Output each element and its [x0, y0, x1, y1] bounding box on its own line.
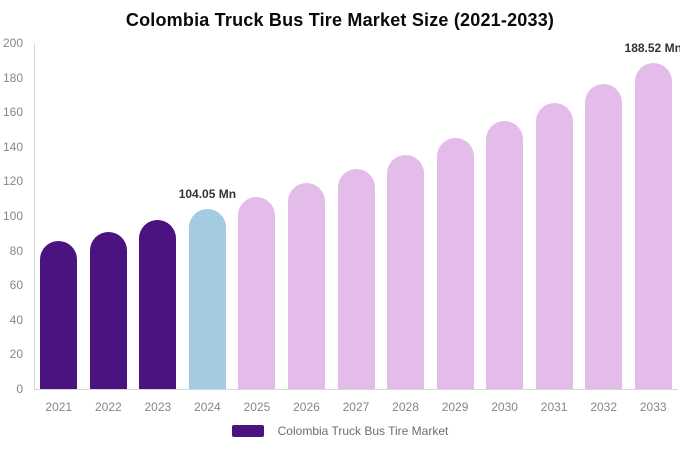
x-tick-label-2028: 2028 [392, 400, 419, 414]
y-tick-label-140: 140 [2, 139, 23, 154]
x-tick-label-2023: 2023 [144, 400, 172, 414]
y-tick-label-20: 20 [9, 347, 23, 362]
bar-2027[interactable] [337, 169, 375, 389]
chart-title: Colombia Truck Bus Tire Market Size (202… [125, 10, 555, 30]
bar-2033[interactable] [634, 62, 672, 389]
data-label-2033: 188.52 Mn [624, 40, 680, 55]
y-tick-label-80: 80 [9, 243, 23, 258]
x-tick-label-2029: 2029 [441, 400, 469, 414]
data-label-2024: 104.05 Mn [178, 186, 237, 201]
x-axis-line [34, 389, 678, 390]
x-tick-label-2032: 2032 [590, 400, 618, 414]
y-tick-label-180: 180 [2, 70, 23, 85]
x-tick-label-2031: 2031 [540, 400, 568, 414]
bar-2032[interactable] [585, 83, 623, 389]
bar-2028[interactable] [387, 154, 425, 389]
bar-2031[interactable] [535, 103, 573, 389]
y-tick-label-100: 100 [2, 209, 23, 223]
x-tick-label-2024: 2024 [194, 400, 221, 414]
y-tick-label-120: 120 [2, 174, 23, 189]
bar-2022[interactable] [89, 231, 127, 389]
bar-2021[interactable] [40, 241, 78, 389]
x-tick-label-2025: 2025 [243, 400, 271, 414]
y-tick-label-200: 200 [2, 36, 23, 50]
bar-2030[interactable] [486, 121, 524, 389]
y-tick-label-0: 0 [16, 382, 23, 396]
x-tick-label-2030: 2030 [491, 400, 518, 414]
y-tick-label-40: 40 [9, 312, 23, 327]
bar-2023[interactable] [139, 220, 177, 389]
x-tick-label-2021: 2021 [45, 400, 73, 414]
legend-label: Colombia Truck Bus Tire Market [277, 424, 449, 438]
legend-swatch [231, 425, 264, 437]
x-tick-label-2022: 2022 [94, 400, 122, 414]
x-tick-label-2026: 2026 [293, 400, 320, 414]
x-tick-label-2033: 2033 [639, 400, 667, 414]
legend-item[interactable]: Colombia Truck Bus Tire Market [0, 424, 680, 438]
y-tick-label-60: 60 [9, 278, 23, 293]
bar-2026[interactable] [287, 183, 325, 389]
y-tick-label-160: 160 [2, 105, 23, 120]
bar-2029[interactable] [436, 138, 474, 389]
bar-2024[interactable] [188, 208, 226, 389]
bar-2025[interactable] [238, 196, 276, 389]
y-axis-line [34, 43, 35, 389]
x-tick-label-2027: 2027 [342, 400, 370, 414]
